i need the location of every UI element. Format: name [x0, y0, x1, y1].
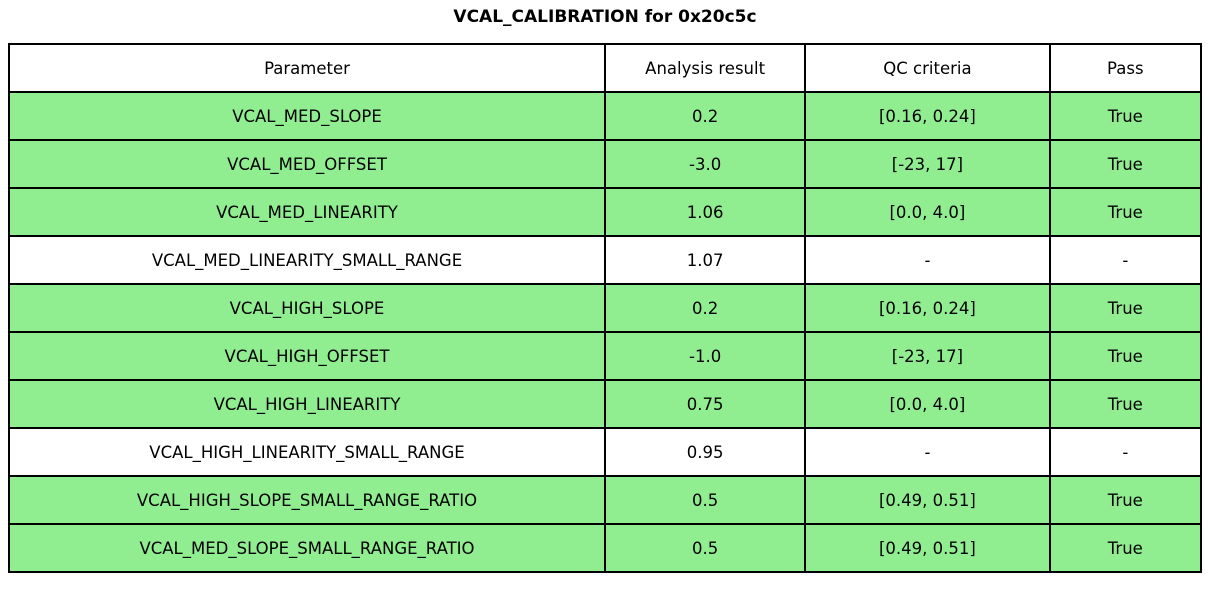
- cell-qc: [0.0, 4.0]: [804, 379, 1051, 429]
- cell-pass: -: [1048, 427, 1203, 477]
- cell-result: 0.5: [603, 523, 807, 573]
- cell-qc: [0.16, 0.24]: [804, 283, 1051, 333]
- cell-pass: True: [1048, 91, 1203, 141]
- table-row: VCAL_MED_LINEARITY_SMALL_RANGE 1.07 - -: [8, 235, 1203, 285]
- cell-parameter: VCAL_HIGH_LINEARITY: [8, 379, 606, 429]
- table-row: VCAL_HIGH_LINEARITY_SMALL_RANGE 0.95 - -: [8, 427, 1203, 477]
- cell-parameter: VCAL_MED_SLOPE: [8, 91, 606, 141]
- column-header-analysis-result: Analysis result: [603, 43, 807, 93]
- table-row: VCAL_HIGH_SLOPE 0.2 [0.16, 0.24] True: [8, 283, 1203, 333]
- table-header-row: Parameter Analysis result QC criteria Pa…: [8, 43, 1203, 93]
- cell-result: 1.07: [603, 235, 807, 285]
- cell-result: 0.75: [603, 379, 807, 429]
- cell-result: 0.2: [603, 91, 807, 141]
- page-title: VCAL_CALIBRATION for 0x20c5c: [453, 7, 757, 27]
- table-row: VCAL_HIGH_SLOPE_SMALL_RANGE_RATIO 0.5 [0…: [8, 475, 1203, 525]
- table-row: VCAL_MED_SLOPE 0.2 [0.16, 0.24] True: [8, 91, 1203, 141]
- table-row: VCAL_MED_SLOPE_SMALL_RANGE_RATIO 0.5 [0.…: [8, 523, 1203, 573]
- cell-parameter: VCAL_MED_LINEARITY: [8, 187, 606, 237]
- table-row: VCAL_HIGH_OFFSET -1.0 [-23, 17] True: [8, 331, 1203, 381]
- cell-parameter: VCAL_HIGH_OFFSET: [8, 331, 606, 381]
- cell-parameter: VCAL_MED_OFFSET: [8, 139, 606, 189]
- cell-result: 0.5: [603, 475, 807, 525]
- cell-qc: [-23, 17]: [804, 331, 1051, 381]
- column-header-parameter: Parameter: [8, 43, 606, 93]
- table-row: VCAL_HIGH_LINEARITY 0.75 [0.0, 4.0] True: [8, 379, 1203, 429]
- column-header-pass: Pass: [1048, 43, 1203, 93]
- cell-parameter: VCAL_HIGH_LINEARITY_SMALL_RANGE: [8, 427, 606, 477]
- cell-parameter: VCAL_HIGH_SLOPE: [8, 283, 606, 333]
- cell-qc: [0.49, 0.51]: [804, 475, 1051, 525]
- cell-pass: True: [1048, 187, 1203, 237]
- cell-result: 1.06: [603, 187, 807, 237]
- table-row: VCAL_MED_LINEARITY 1.06 [0.0, 4.0] True: [8, 187, 1203, 237]
- table-row: VCAL_MED_OFFSET -3.0 [-23, 17] True: [8, 139, 1203, 189]
- column-header-qc-criteria: QC criteria: [804, 43, 1051, 93]
- cell-pass: True: [1048, 523, 1203, 573]
- cell-result: 0.2: [603, 283, 807, 333]
- cell-qc: -: [804, 235, 1051, 285]
- cell-qc: [0.0, 4.0]: [804, 187, 1051, 237]
- cell-qc: [0.49, 0.51]: [804, 523, 1051, 573]
- cell-pass: True: [1048, 331, 1203, 381]
- cell-qc: -: [804, 427, 1051, 477]
- cell-parameter: VCAL_HIGH_SLOPE_SMALL_RANGE_RATIO: [8, 475, 606, 525]
- cell-parameter: VCAL_MED_LINEARITY_SMALL_RANGE: [8, 235, 606, 285]
- cell-result: 0.95: [603, 427, 807, 477]
- cell-qc: [-23, 17]: [804, 139, 1051, 189]
- cell-pass: True: [1048, 475, 1203, 525]
- cell-pass: True: [1048, 379, 1203, 429]
- cell-parameter: VCAL_MED_SLOPE_SMALL_RANGE_RATIO: [8, 523, 606, 573]
- cell-result: -3.0: [603, 139, 807, 189]
- cell-pass: -: [1048, 235, 1203, 285]
- cell-pass: True: [1048, 139, 1203, 189]
- cell-result: -1.0: [603, 331, 807, 381]
- cell-qc: [0.16, 0.24]: [804, 91, 1051, 141]
- cell-pass: True: [1048, 283, 1203, 333]
- qc-results-table: Parameter Analysis result QC criteria Pa…: [8, 43, 1203, 573]
